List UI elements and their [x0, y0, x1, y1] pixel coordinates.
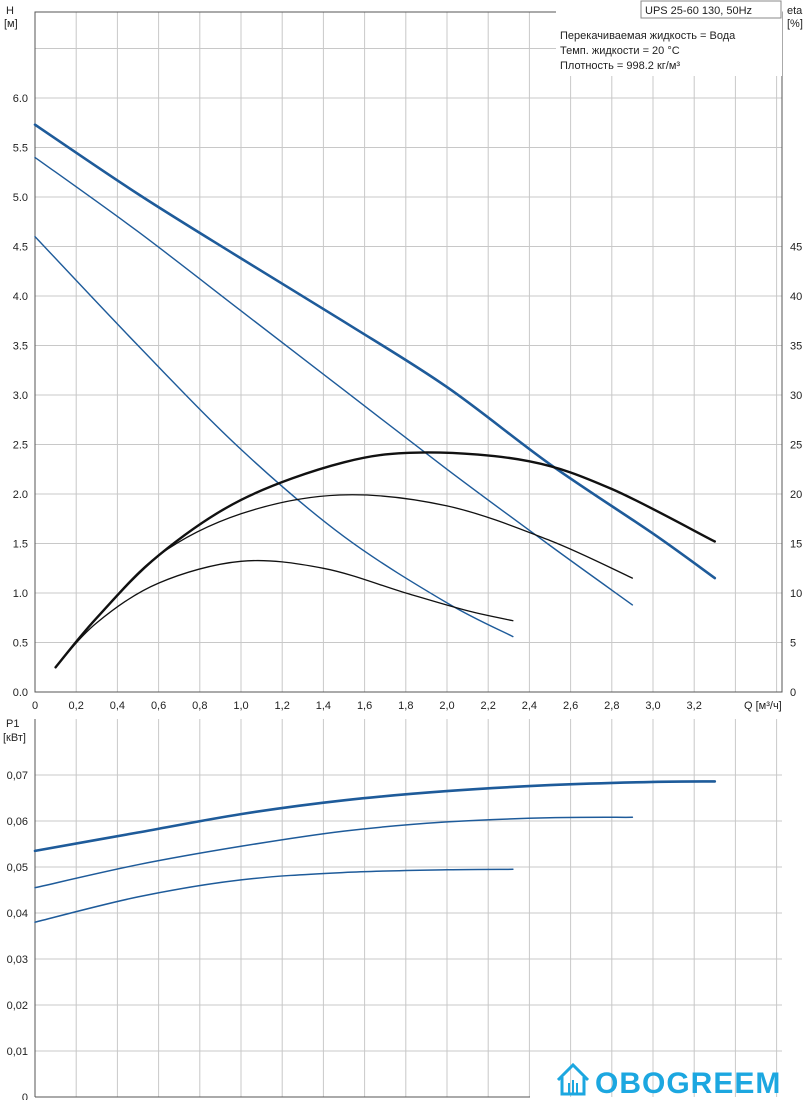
p1-tick-label: 0,05 — [7, 862, 28, 874]
h-tick-label: 3.0 — [13, 390, 28, 402]
h-tick-label: 6.0 — [13, 93, 28, 105]
eta-axis-unit: [%] — [787, 18, 803, 30]
tick-labels: 0 0,2 0,4 0,6 0,8 1,0 1,2 1,4 1,6 1,8 2,0 2,2 2,4 2,6… — [7, 93, 803, 1100]
q-axis-label: Q [м³/ч] — [744, 700, 782, 712]
h-tick-label: 1.0 — [13, 588, 28, 600]
eta-curve-3 — [54, 559, 514, 668]
info-line-temp: Темп. жидкости = 20 °C — [560, 45, 680, 57]
h-axis-unit: [м] — [4, 18, 18, 30]
eta-tick-label: 5 — [790, 638, 796, 650]
eta-tick-label: 0 — [790, 687, 796, 699]
eta-tick-label: 25 — [790, 440, 802, 452]
p1-tick-label: 0,01 — [7, 1046, 28, 1058]
h-axis-label: H — [6, 5, 14, 17]
h-tick-label: 5.5 — [13, 143, 28, 155]
x-tick-label: 2,2 — [481, 700, 496, 712]
upper-plot-frame — [34, 11, 783, 693]
h-tick-label: 0.0 — [13, 687, 28, 699]
eta-tick-label: 15 — [790, 539, 802, 551]
lower-grid — [35, 719, 782, 1097]
head-curve-3 — [34, 235, 514, 638]
eta-tick-label: 30 — [790, 390, 802, 402]
lower-curves — [33, 780, 717, 923]
p1-tick-label: 0,04 — [7, 908, 28, 920]
h-tick-label: 5.0 — [13, 192, 28, 204]
power-curve-2 — [34, 816, 634, 889]
p1-tick-label: 0,06 — [7, 816, 28, 828]
upper-curves — [33, 123, 717, 669]
eta-tick-label: 10 — [790, 588, 802, 600]
eta-tick-label: 40 — [790, 291, 802, 303]
x-tick-label: 1,8 — [398, 700, 413, 712]
x-tick-label: 2,8 — [604, 700, 619, 712]
p1-axis-unit: [кВт] — [3, 732, 26, 744]
x-tick-label: 3,0 — [645, 700, 660, 712]
p1-axis-label: P1 — [6, 718, 19, 730]
info-line-fluid: Перекачиваемая жидкость = Вода — [560, 30, 736, 42]
x-tick-label: 3,2 — [687, 700, 702, 712]
p1-tick-label: 0,07 — [7, 770, 28, 782]
obogreem-logo: OBOGREEM — [556, 1062, 781, 1100]
h-tick-label: 3.5 — [13, 341, 28, 353]
house-icon — [556, 1062, 590, 1096]
x-tick-label: 1,4 — [316, 700, 331, 712]
eta-tick-label: 35 — [790, 341, 802, 353]
x-tick-label: 2,0 — [439, 700, 454, 712]
x-tick-label: 0,4 — [110, 700, 125, 712]
h-tick-label: 4.5 — [13, 242, 28, 254]
h-tick-label: 1.5 — [13, 539, 28, 551]
x-tick-label: 2,6 — [563, 700, 578, 712]
eta-axis-label: eta — [787, 5, 803, 17]
model-title: UPS 25-60 130, 50Hz — [645, 5, 752, 17]
x-tick-label: 0,6 — [151, 700, 166, 712]
model-title-box — [640, 0, 782, 19]
eta-curve-2 — [54, 494, 634, 668]
power-curve-3 — [34, 868, 514, 923]
p1-tick-label: 0 — [22, 1092, 28, 1100]
h-tick-label: 0.5 — [13, 638, 28, 650]
p1-tick-label: 0,02 — [7, 1000, 28, 1012]
x-tick-label: 0,8 — [192, 700, 207, 712]
x-tick-label: 1,6 — [357, 700, 372, 712]
x-tick-label: 0 — [32, 700, 38, 712]
p1-tick-label: 0,03 — [7, 954, 28, 966]
upper-grid — [35, 12, 782, 692]
x-tick-label: 0,2 — [69, 700, 84, 712]
head-curve-2 — [34, 156, 634, 606]
h-tick-label: 2.5 — [13, 440, 28, 452]
x-tick-label: 2,4 — [522, 700, 537, 712]
power-curve-1 — [33, 780, 717, 853]
h-tick-label: 2.0 — [13, 489, 28, 501]
x-tick-label: 1,2 — [275, 700, 290, 712]
x-tick-label: 1,0 — [233, 700, 248, 712]
h-tick-label: 4.0 — [13, 291, 28, 303]
head-curve-1 — [33, 123, 717, 580]
info-line-density: Плотность = 998.2 кг/м³ — [560, 60, 680, 72]
eta-tick-label: 45 — [790, 242, 802, 254]
eta-tick-label: 20 — [790, 489, 802, 501]
logo-text: OBOGREEM — [595, 1067, 781, 1100]
